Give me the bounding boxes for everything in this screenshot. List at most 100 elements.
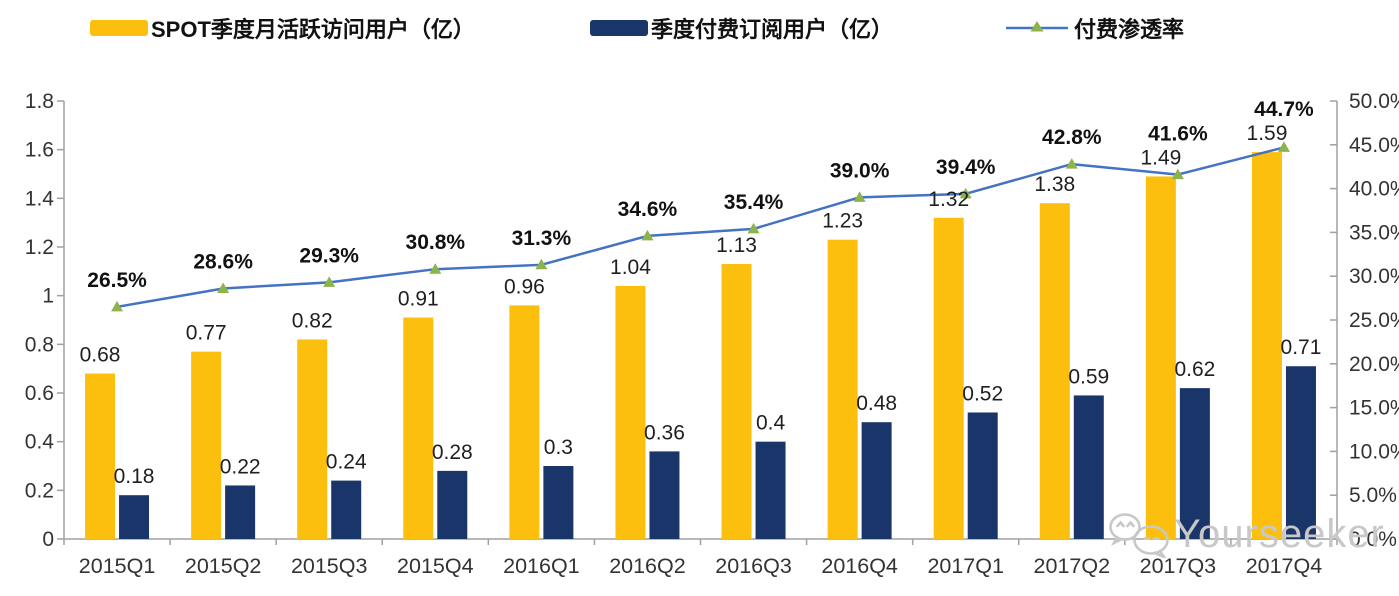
subscribers-bar [1073,395,1104,539]
legend-swatch-mau-bar [90,20,148,36]
right-axis-tick-label: 0.0% [1349,528,1397,551]
subscribers-bar [967,412,998,539]
mau-value-label: 0.77 [186,322,227,345]
subscribers-value-label: 0.24 [326,451,367,474]
penetration-marker [429,263,442,274]
legend-label-subscribers: 季度付费订阅用户（亿） [651,17,894,42]
right-axis-tick-label: 15.0% [1349,397,1399,420]
penetration-marker [1065,158,1078,169]
mau-bar [721,264,752,539]
subscribers-value-label: 0.28 [432,441,473,464]
right-axis-tick-label: 30.0% [1349,265,1399,288]
mau-value-label: 1.23 [822,210,863,233]
penetration-percent-label: 34.6% [618,198,678,221]
x-axis-category-label: 2016Q1 [503,554,580,578]
subscribers-bar [543,466,574,539]
mau-bar [615,285,646,539]
left-axis-tick-label: 1.2 [25,236,54,259]
mau-bar [1039,203,1070,539]
subscribers-bar [119,495,150,539]
penetration-percent-label: 42.8% [1042,126,1102,149]
left-axis-tick-label: 1.4 [25,187,55,210]
x-axis-category-label: 2015Q1 [79,554,156,578]
mau-bar [297,339,328,539]
left-axis-tick-label: 0.4 [25,431,55,454]
legend-item-penetration: 付费渗透率 [1006,12,1184,44]
left-axis-tick-label: 1.8 [25,90,54,113]
left-axis-tick-label: 1.6 [25,139,54,162]
right-axis-tick-label: 20.0% [1349,353,1399,376]
legend-swatch-penetration-line [1006,18,1068,38]
x-axis-category-label: 2015Q2 [185,554,262,578]
mau-bar [509,305,540,539]
mau-value-label: 1.38 [1034,173,1075,196]
mau-value-label: 0.68 [80,344,121,367]
left-axis-tick-label: 0.2 [25,479,54,502]
mau-bar [1145,176,1176,539]
right-axis-tick-label: 35.0% [1349,221,1399,244]
x-axis-category-label: 2017Q2 [1034,554,1111,578]
subscribers-value-label: 0.18 [114,465,155,488]
penetration-marker [1277,141,1290,152]
mau-bar [933,217,964,540]
penetration-marker [111,300,124,312]
mau-bar [1251,152,1282,539]
mau-value-label: 0.82 [292,309,333,332]
subscribers-value-label: 0.52 [962,382,1003,405]
subscribers-bar [649,451,680,539]
x-axis-category-label: 2015Q4 [397,554,474,578]
legend-label-penetration: 付费渗透率 [1074,17,1185,42]
right-axis-tick-label: 45.0% [1349,134,1399,157]
legend-label-mau: SPOT季度月活跃访问用户（亿） [151,17,475,42]
x-axis-category-label: 2017Q1 [927,554,1004,578]
mau-value-label: 1.13 [716,234,757,257]
mau-value-label: 0.91 [398,288,439,311]
penetration-percent-label: 35.4% [724,191,784,214]
penetration-percent-label: 29.3% [299,244,359,267]
mau-value-label: 0.96 [504,275,545,298]
right-axis-tick-label: 40.0% [1349,178,1399,201]
penetration-percent-label: 28.6% [193,250,253,273]
left-axis-tick-label: 1 [42,285,54,308]
subscribers-value-label: 0.62 [1174,358,1215,381]
line-marker-icon [1006,21,1068,32]
x-axis-category-label: 2017Q3 [1140,554,1217,578]
right-axis-tick-label: 10.0% [1349,440,1399,463]
legend-swatch-subscribers-bar [590,20,648,36]
penetration-marker [959,187,972,199]
left-axis-tick-label: 0.6 [25,382,54,405]
penetration-marker [535,258,548,270]
right-axis-tick-label: 25.0% [1349,309,1399,332]
penetration-percent-label: 31.3% [512,227,572,250]
right-axis-tick-label: 5.0% [1349,484,1397,507]
subscribers-bar [331,480,362,539]
mau-bar [403,317,434,539]
x-axis-category-label: 2016Q2 [609,554,686,578]
penetration-line [116,146,1285,309]
subscribers-value-label: 0.3 [544,436,573,459]
mau-bar [85,373,116,539]
penetration-percent-label: 39.4% [936,156,996,179]
subscribers-bar [1179,388,1210,539]
penetration-percent-label: 41.6% [1148,122,1208,145]
mau-value-label: 1.32 [928,188,969,211]
mau-value-label: 1.04 [610,256,651,279]
subscribers-bar [1285,366,1316,539]
penetration-marker [1171,168,1184,180]
mau-value-label: 1.49 [1140,146,1181,169]
legend-item-subscribers: 季度付费订阅用户（亿） [590,12,893,44]
penetration-percent-label: 39.0% [830,159,890,182]
x-axis-category-label: 2017Q4 [1246,554,1323,578]
mau-bar [827,239,858,539]
subscribers-value-label: 0.4 [756,412,786,435]
x-axis-category-label: 2016Q3 [715,554,792,578]
penetration-marker [323,276,336,287]
left-axis-tick-label: 0.8 [25,333,54,356]
penetration-marker [747,222,760,234]
x-axis-category-label: 2015Q3 [291,554,368,578]
penetration-percent-label: 26.5% [87,269,147,292]
subscribers-bar [755,441,786,539]
penetration-marker [641,229,654,241]
penetration-percent-label: 44.7% [1254,98,1314,121]
